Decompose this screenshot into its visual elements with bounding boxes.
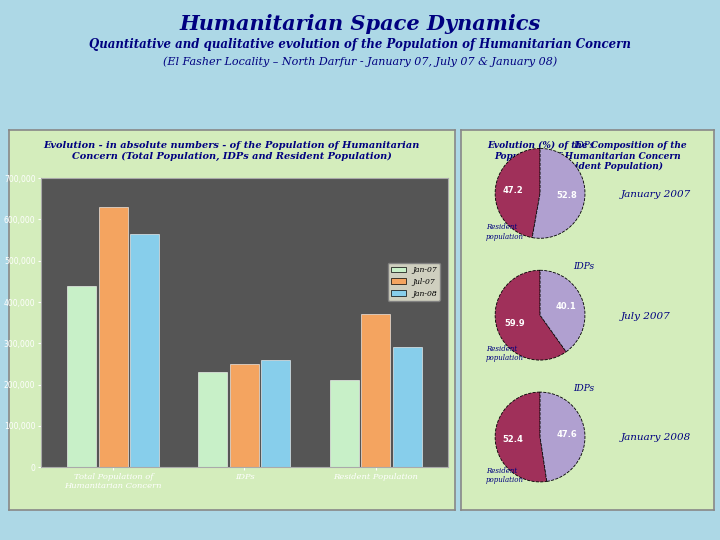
Wedge shape: [495, 392, 546, 482]
Bar: [67, 286, 96, 467]
Text: IDPs: IDPs: [573, 262, 594, 272]
Text: Resident
population: Resident population: [486, 467, 524, 484]
Text: Resident
population: Resident population: [486, 224, 524, 240]
Bar: [330, 380, 359, 467]
Text: IDPs: IDPs: [573, 140, 594, 150]
Bar: [199, 372, 228, 467]
Text: (El Fasher Locality – North Darfur - January 07, July 07 & January 08): (El Fasher Locality – North Darfur - Jan…: [163, 57, 557, 68]
Text: July 2007: July 2007: [621, 312, 670, 321]
Text: 47.2: 47.2: [503, 186, 523, 195]
Bar: [392, 347, 422, 467]
Text: 52.8: 52.8: [557, 191, 577, 200]
Bar: [130, 234, 159, 467]
Legend: Jan-07, Jul-07, Jan-08: Jan-07, Jul-07, Jan-08: [387, 263, 440, 301]
Wedge shape: [495, 270, 566, 360]
Text: Evolution - in absolute numbers - of the Population of Humanitarian
Concern (Tot: Evolution - in absolute numbers - of the…: [44, 141, 420, 160]
Text: Quantitative and qualitative evolution of the Population of Humanitarian Concern: Quantitative and qualitative evolution o…: [89, 38, 631, 51]
Text: Evolution (%) of the Composition of the
Population of Humanitarian Concern
(IDPs: Evolution (%) of the Composition of the …: [487, 141, 688, 171]
Text: January 2007: January 2007: [621, 190, 690, 199]
Text: 47.6: 47.6: [557, 430, 577, 440]
Bar: [230, 364, 259, 467]
Wedge shape: [532, 148, 585, 238]
Text: Humanitarian Space Dynamics: Humanitarian Space Dynamics: [179, 14, 541, 33]
Text: 52.4: 52.4: [503, 435, 523, 443]
Wedge shape: [540, 392, 585, 482]
Text: 40.1: 40.1: [555, 302, 576, 312]
Bar: [99, 207, 127, 467]
Text: 59.9: 59.9: [504, 319, 525, 328]
Wedge shape: [495, 148, 540, 238]
Bar: [361, 314, 390, 467]
Text: Resident
population: Resident population: [486, 345, 524, 362]
Text: January 2008: January 2008: [621, 434, 690, 442]
Bar: [261, 360, 290, 467]
Wedge shape: [540, 270, 585, 352]
Text: IDPs: IDPs: [573, 384, 594, 393]
